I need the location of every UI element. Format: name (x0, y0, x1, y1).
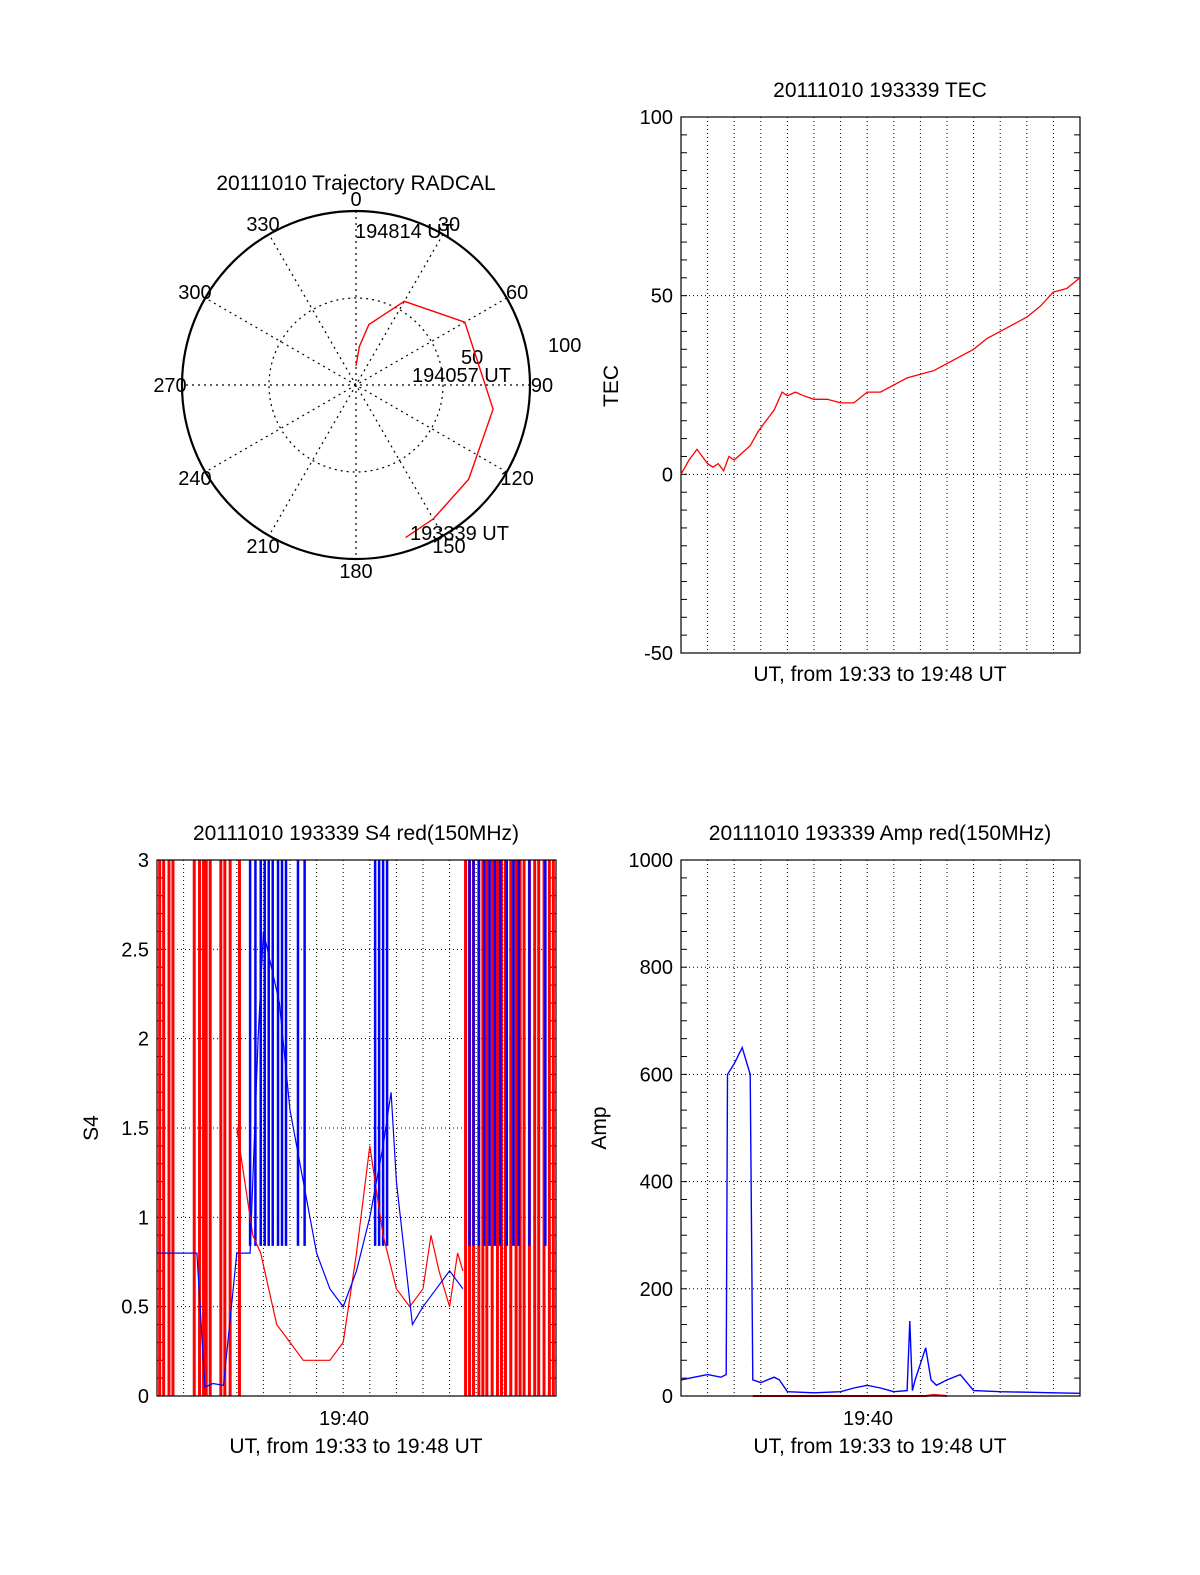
amp-x-tick-label: 19:40 (843, 1408, 893, 1430)
amp-plot-frame (680, 859, 1081, 1397)
tec-title: 20111010 193339 TEC (773, 79, 987, 102)
amp-grid (681, 859, 1080, 1397)
y-tick-label: 100 (640, 107, 673, 129)
s4-x-tick-label: 19:40 (319, 1408, 369, 1430)
tec-series-line (680, 277, 1081, 475)
y-tick-label: 400 (640, 1172, 673, 1194)
polar-angle-label: 330 (246, 214, 279, 236)
polar-angle-label: 60 (506, 282, 528, 304)
y-tick-label: 0 (662, 1386, 673, 1408)
polar-angle-label: 270 (153, 375, 186, 397)
polar-angle-label: 150 (432, 536, 465, 558)
y-tick-label: 50 (651, 286, 673, 308)
trajectory-end-label: 194814 UT (355, 221, 454, 243)
polar-angle-labels: 0 30 60 90 120 150 180 210 240 270 300 330 (153, 189, 553, 583)
polar-radius-label-100: 100 (548, 335, 581, 357)
s4-red-series-line (236, 1127, 464, 1361)
s4-title: 20111010 193339 S4 red(150MHz) (193, 822, 519, 845)
amp-y-label: Amp (588, 1106, 611, 1149)
tec-y-label: TEC (600, 365, 623, 407)
y-tick-label: 0 (138, 1386, 149, 1408)
s4-y-ticks: 0 0.5 1 1.5 2 2.5 3 (121, 850, 149, 1408)
s4-panel: 20111010 193339 S4 red(150MHz) 0 0.5 1 1.5 2… (80, 822, 557, 1458)
polar-angle-label: 30 (438, 214, 460, 236)
polar-title: 20111010 Trajectory RADCAL (216, 172, 495, 195)
s4-x-label: UT, from 19:33 to 19:48 UT (229, 1435, 482, 1458)
polar-spoke (268, 234, 444, 536)
y-tick-label: 800 (640, 957, 673, 979)
polar-angle-label: 210 (246, 536, 279, 558)
tec-grid (681, 116, 1080, 654)
y-tick-label: 200 (640, 1279, 673, 1301)
polar-spokes (182, 211, 530, 559)
amp-title: 20111010 193339 Amp red(150MHz) (709, 822, 1051, 845)
polar-angle-label: 120 (500, 468, 533, 490)
y-tick-label: 3 (138, 850, 149, 872)
amp-x-label: UT, from 19:33 to 19:48 UT (753, 1435, 1006, 1458)
polar-panel: 20111010 Trajectory RADCAL 0 30 60 90 120 150… (153, 172, 581, 583)
tec-x-label: UT, from 19:33 to 19:48 UT (753, 663, 1006, 686)
polar-angle-label: 240 (178, 468, 211, 490)
tec-plot-frame (680, 116, 1081, 654)
trajectory-mid-label: 194057 UT (412, 365, 511, 387)
trajectory-line (355, 300, 494, 539)
amp-y-ticks: 0 200 400 600 800 1000 (629, 850, 674, 1408)
polar-angle-label: 300 (178, 282, 211, 304)
s4-plot-frame (156, 859, 557, 1397)
tec-panel: 20111010 193339 TEC -50 0 50 100 TEC UT, fr… (600, 79, 1081, 686)
y-tick-label: 2.5 (121, 939, 149, 961)
amp-panel: 20111010 193339 Amp red(150MHz) 0 200 400 6… (588, 822, 1081, 1458)
s4-y-label: S4 (80, 1115, 103, 1141)
polar-angle-label: 90 (531, 375, 553, 397)
polar-angle-label: 180 (339, 561, 372, 583)
y-tick-label: -50 (644, 643, 673, 665)
polar-angle-label: 0 (350, 189, 361, 211)
polar-inner-circle (268, 297, 444, 473)
y-tick-label: 1000 (629, 850, 674, 872)
y-tick-label: 0.5 (121, 1297, 149, 1319)
y-tick-label: 2 (138, 1029, 149, 1051)
y-tick-label: 0 (662, 464, 673, 486)
s4-blue-series-line (157, 931, 464, 1389)
amp-blue-series-line (680, 1045, 1081, 1394)
trajectory-start-label: 193339 UT (410, 523, 509, 545)
y-tick-label: 600 (640, 1064, 673, 1086)
tec-y-ticks: -50 0 50 100 (640, 107, 673, 665)
y-tick-label: 1.5 (121, 1118, 149, 1140)
y-tick-label: 1 (138, 1207, 149, 1229)
s4-spikes (158, 860, 555, 1396)
